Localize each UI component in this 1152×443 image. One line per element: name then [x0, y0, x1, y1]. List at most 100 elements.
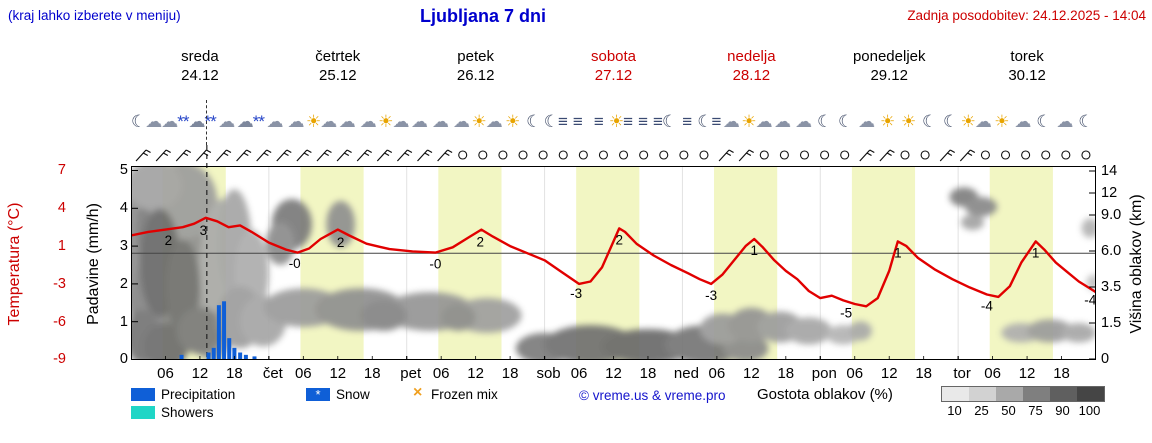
cloud-height-axis-ticks: 14 12 9.0 6.0 3.5 1.5 0: [1101, 0, 1141, 443]
x-axis-day-label: tor: [953, 365, 971, 382]
temperature-value-label: 2: [476, 234, 484, 249]
weather-glyph: **: [204, 111, 216, 131]
weather-glyph: ☀: [608, 111, 624, 131]
weather-glyph: ☾: [1078, 111, 1093, 131]
day-column-petek: petek 26.12: [407, 47, 545, 85]
wind-calm-icon: [478, 150, 488, 160]
weather-icon: ☾: [940, 101, 961, 141]
weather-icon: ☁: [429, 101, 450, 141]
weather-icon: ≡: [567, 101, 588, 141]
x-axis-hour-label: 12: [1018, 365, 1036, 382]
weather-icon: ☁: [408, 101, 429, 141]
weather-icon: ≡ ☾: [653, 101, 677, 141]
x-axis-hour-label: 12: [191, 365, 209, 382]
weather-glyph: ☁: [266, 111, 283, 131]
cloud-density-scale-ticks: 10 25 50 75 90 100: [941, 403, 1103, 418]
temperature-value-label: -5: [840, 305, 852, 320]
weather-glyph: ☾: [131, 111, 146, 131]
wind-calm-icon: [920, 150, 930, 160]
weather-icon: ☁: [772, 101, 793, 141]
x-axis: 06 12 18 06 12 18 06 12 18 06 12 18 06 12 18 06 12 18 06 12…: [131, 365, 1096, 383]
weather-icon: ☁: [216, 101, 237, 141]
weather-glyph: ☁: [452, 111, 470, 131]
temperature-axis-ticks: 7 4 1 -3 -6 -9: [36, 0, 66, 443]
x-axis-hour-label: 12: [605, 365, 622, 382]
cloud-blob: [1027, 319, 1074, 343]
temperature-value-label: -4: [981, 299, 993, 314]
weather-icon: ☾ ☁: [131, 101, 162, 141]
weather-icon: ☀: [898, 101, 919, 141]
temperature-value-label: 1: [1032, 245, 1040, 260]
weather-glyph: ☀: [471, 111, 486, 131]
weather-icon: ☁: [285, 101, 306, 141]
cloud-density-swatch: [1050, 387, 1077, 401]
wind-barb-icon: [175, 149, 192, 162]
cloud-density-swatch: [969, 387, 996, 401]
weather-icon: ☁: [264, 101, 285, 141]
weather-glyph: ☾: [526, 111, 541, 131]
weather-glyph: ≡: [623, 111, 633, 131]
weather-icon: ☀ ☁: [471, 101, 502, 141]
wind-barb-icon: [296, 149, 312, 162]
wind-barb-icon: [236, 149, 252, 162]
weather-glyph: ☾: [697, 111, 712, 131]
day-header: sreda 24.12 četrtek 25.12 petek 26.12 so…: [131, 47, 1096, 85]
weather-icon: ☾: [523, 101, 544, 141]
weather-icon: ☀: [877, 101, 898, 141]
weather-glyph: ☾: [838, 111, 853, 131]
weather-icon: ☾: [1075, 101, 1096, 141]
weather-glyph: ☁: [320, 111, 337, 131]
precipitation-bar: [206, 352, 211, 360]
x-axis-hour-label: 18: [915, 365, 933, 382]
weather-glyph: ≡: [653, 111, 663, 131]
copyright-link[interactable]: © vreme.us & vreme.pro: [579, 388, 726, 403]
weather-glyph: ☁: [145, 111, 162, 131]
wind-calm-icon: [639, 150, 649, 160]
wind-calm-icon: [799, 150, 810, 160]
day-name: nedelja: [727, 48, 776, 65]
menu-hint: (kraj lahko izberete v meniju): [8, 8, 181, 23]
wind-barb-icon: [155, 149, 171, 162]
wind-calm-icon: [900, 150, 910, 160]
cloud-density-tick-label: 25: [974, 403, 989, 418]
y-axis-tick: 3: [119, 238, 128, 254]
wind-barb-icon: [396, 149, 413, 162]
y-axis-tick: 4: [57, 200, 66, 216]
cloud-density-swatch: [1077, 387, 1104, 401]
weather-glyph: ☀: [960, 111, 976, 131]
wind-barb-icon: [316, 149, 332, 162]
cloud-density-tick-label: 100: [1078, 403, 1101, 418]
wind-calm-icon: [538, 150, 548, 160]
temperature-value-label: 1: [894, 245, 902, 260]
weather-glyph: **: [252, 111, 265, 131]
x-axis-hour-label: 18: [226, 365, 243, 382]
y-axis-tick: 14: [1101, 163, 1118, 179]
day-name: sreda: [181, 48, 219, 65]
x-axis-hour-label: 18: [639, 365, 657, 382]
wind-calm-icon: [1000, 150, 1011, 160]
wind-barb-icon: [718, 149, 734, 162]
wind-calm-icon: [1081, 150, 1091, 160]
day-name: sobota: [590, 48, 637, 65]
wind-barb-icon: [417, 149, 433, 162]
y-axis-tick: 1: [57, 238, 66, 254]
weather-glyph: ☁: [795, 111, 812, 131]
page-title: Ljubljana 7 dni: [419, 6, 546, 26]
weather-icon: ≡: [676, 101, 697, 141]
x-axis-hour-label: 12: [880, 365, 898, 382]
weather-glyph: ☁: [431, 111, 449, 131]
y-axis-tick: 5: [119, 162, 128, 178]
wind-calm-icon: [578, 150, 588, 160]
weather-glyph: ≡: [638, 111, 648, 131]
day-date: 26.12: [456, 67, 495, 84]
weather-glyph: ≡: [572, 111, 583, 131]
weather-icon: ☾: [919, 101, 940, 141]
y-axis-tick: 1.5: [1101, 315, 1122, 331]
y-axis-tick: 3.5: [1101, 279, 1122, 295]
temperature-value-label: -3: [570, 286, 582, 301]
weather-glyph: ☁: [1014, 111, 1031, 131]
legend-snow-label: Snow: [336, 387, 370, 402]
cloud-blob: [176, 307, 223, 355]
y-axis-tick: -3: [53, 276, 66, 292]
precipitation-bar: [232, 347, 237, 360]
